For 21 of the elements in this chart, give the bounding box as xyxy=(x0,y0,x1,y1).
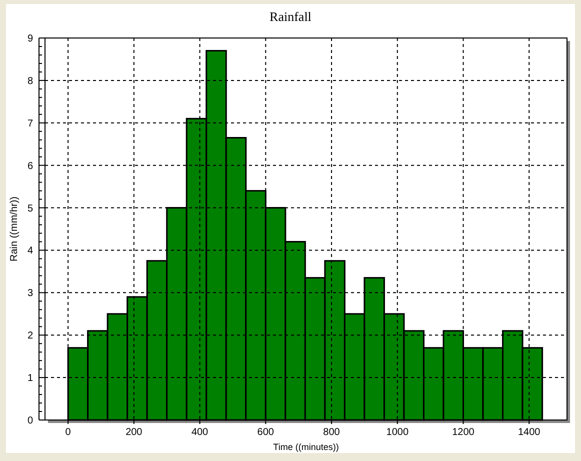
y-tick-label: 7 xyxy=(27,118,34,130)
y-tick-label: 9 xyxy=(27,34,34,44)
x-tick-label: 1000 xyxy=(386,427,409,438)
x-tick-label: 800 xyxy=(323,427,340,438)
x-tick-label: 600 xyxy=(257,427,274,438)
x-tick-label: 400 xyxy=(191,427,209,438)
x-tick-label: 200 xyxy=(126,427,143,438)
y-tick-label: 1 xyxy=(27,373,34,384)
x-axis-title: Time ((minutes)) xyxy=(273,442,339,452)
x-tick-label: 0 xyxy=(65,427,72,438)
y-tick-label: 5 xyxy=(27,203,34,214)
y-tick-label: 3 xyxy=(27,288,34,300)
y-tick-label: 4 xyxy=(27,246,34,257)
y-tick-label: 0 xyxy=(27,416,34,426)
y-tick-label: 6 xyxy=(27,160,34,172)
y-tick-label: 8 xyxy=(27,76,34,87)
y-axis-title: Rain ((mm/hr)) xyxy=(9,196,20,262)
y-tick-label: 2 xyxy=(27,330,34,342)
chart-title: Rainfall xyxy=(270,9,312,24)
x-tick-label: 1200 xyxy=(452,427,475,438)
x-tick-label: 1400 xyxy=(518,427,541,438)
